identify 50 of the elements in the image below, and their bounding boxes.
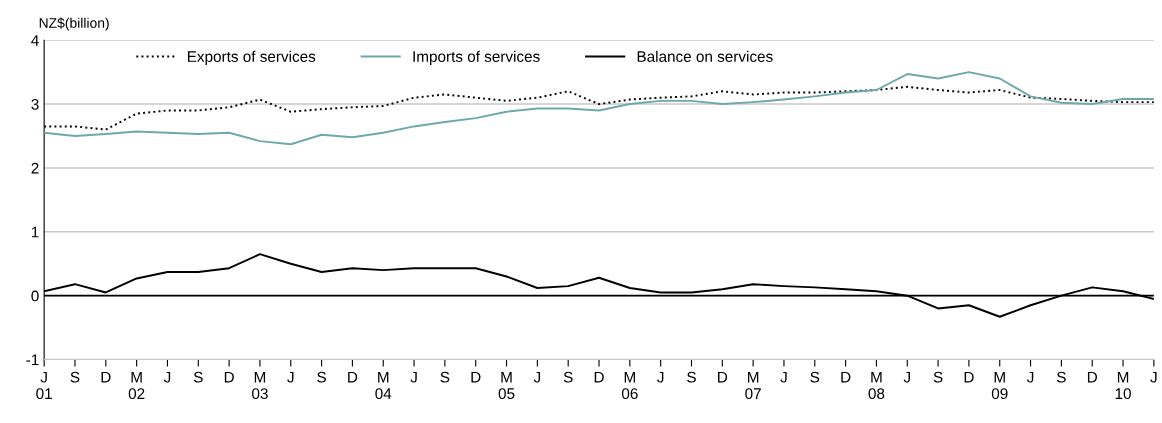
x-tick-label: S [687,371,696,383]
x-tick-label: S [70,371,80,383]
x-tick-label: D [718,371,728,383]
line-series [44,253,1154,318]
x-tick-label: J [410,371,417,383]
y-tick-label: -1 [26,354,39,366]
x-tick-label: D [348,371,358,383]
x-tick-label: J [657,371,664,383]
y-tick-label: 2 [31,162,39,174]
x-tick-label: J [780,371,787,383]
x-tick-label: M 10 [1115,371,1131,400]
x-tick-label: J [533,371,541,383]
y-axis-title: NZ$(billion) [39,17,109,31]
y-tick-label: 4 [31,35,39,46]
x-tick-label: M 09 [991,371,1008,400]
x-tick-label: M 06 [621,371,638,400]
x-tick-label: D [471,371,481,383]
x-tick-label: J [163,371,171,383]
legend-label: Imports of services [413,50,540,65]
x-tick-label: D [1087,371,1097,383]
x-tick-label: S [563,371,573,383]
x-tick-label: S [810,371,820,383]
x-tick-label: S [317,371,326,383]
y-tick-label: 3 [31,98,39,110]
x-tick-label: M 02 [128,371,145,400]
x-tick-label: D [101,371,111,383]
x-tick-label: M 05 [498,371,515,400]
x-tick-label: J [287,371,294,383]
x-tick-label: S [440,371,450,383]
line-series [44,71,1154,146]
x-tick-label: D [964,371,974,383]
x-tick-label: M 03 [252,371,268,400]
legend-label: Exports of services [187,50,316,65]
y-tick-label: 1 [31,226,39,238]
x-tick-label: D [594,371,604,383]
x-tick-label: S [193,371,203,383]
y-tick-label: 0 [31,290,39,302]
legend-label: Balance on services [637,50,773,62]
x-tick-label: M 04 [375,371,392,400]
x-tick-label: S [1056,371,1066,383]
line-series [44,85,1154,131]
x-tick-label: J [1026,371,1034,383]
x-tick-label: S [933,371,943,383]
x-tick-label: D [841,371,851,383]
x-tick-label: M 07 [745,371,761,400]
x-tick-label: D [224,371,234,383]
x-tick-label: J 01 [36,371,52,400]
x-tick-label: J [1150,371,1157,383]
x-tick-label: M 08 [868,371,885,400]
x-tick-label: J [903,371,910,383]
